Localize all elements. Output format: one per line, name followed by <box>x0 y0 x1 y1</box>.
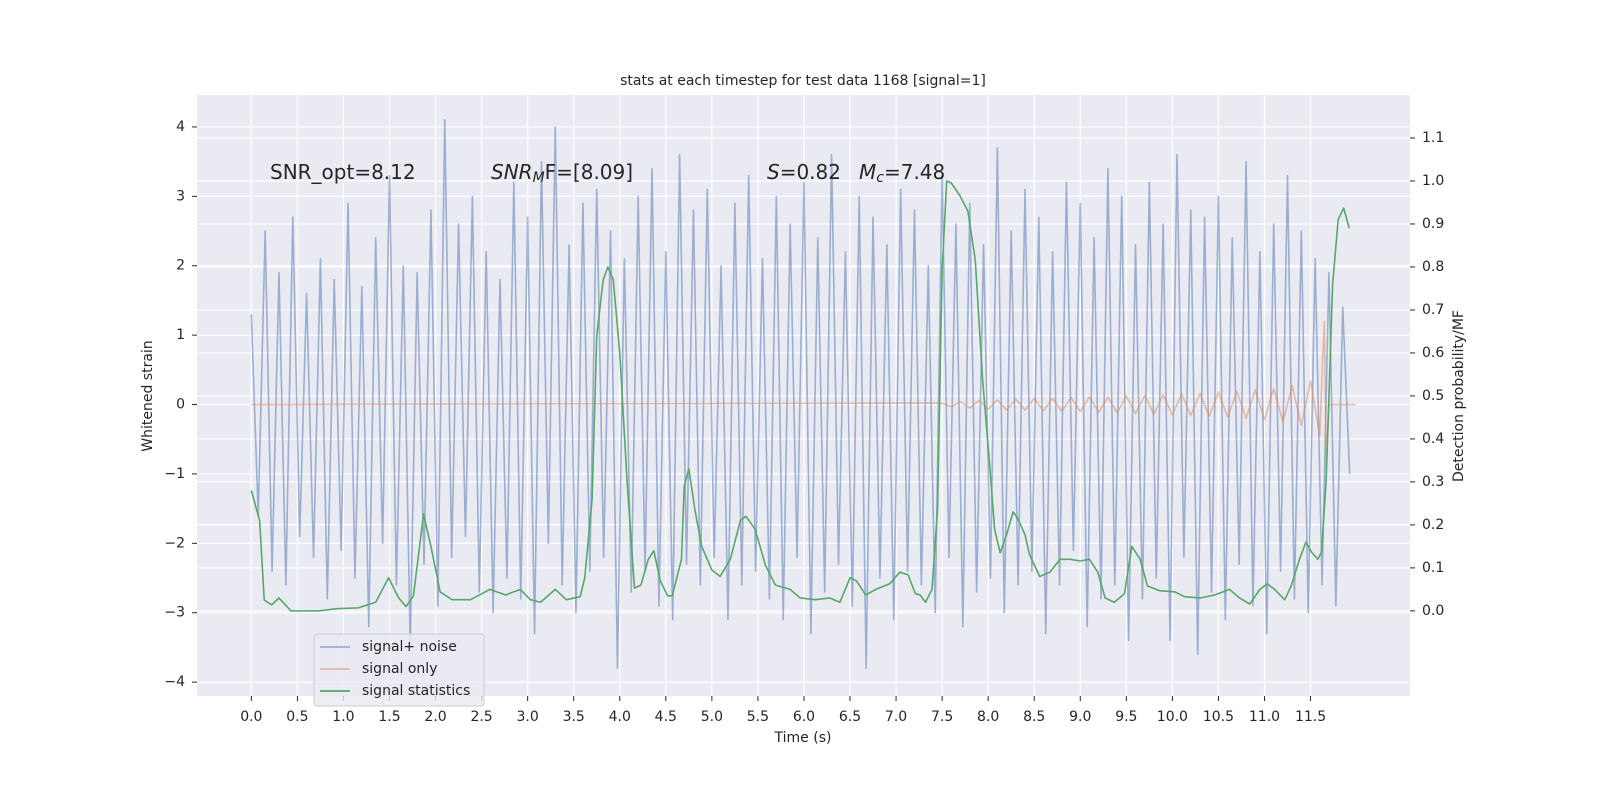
y2-tick-label: 0.1 <box>1422 560 1444 576</box>
annotation: SNR_opt=8.12 <box>270 160 416 184</box>
y2-tick-label: 1.1 <box>1422 130 1444 146</box>
y-tick-label: 4 <box>176 119 185 135</box>
x-tick-label: 2.0 <box>424 709 446 725</box>
x-tick-label: 3.5 <box>563 709 585 725</box>
annotation-text: =0.82 <box>780 160 841 184</box>
x-tick-label: 9.0 <box>1069 709 1091 725</box>
x-tick-label: 4.5 <box>655 709 677 725</box>
x-tick-label: 3.0 <box>517 709 539 725</box>
y2-tick-label: 0.0 <box>1422 603 1444 619</box>
y2-tick-label: 0.3 <box>1422 474 1444 490</box>
y-tick-label: −2 <box>164 535 185 551</box>
y2-tick-label: 0.9 <box>1422 216 1444 232</box>
legend-box <box>313 633 485 707</box>
x-tick-label: 11.5 <box>1295 709 1326 725</box>
x-tick-label: 8.0 <box>977 709 999 725</box>
annotation: SNRMF=[8.09] <box>491 160 633 187</box>
annotation-text: F=[8.09] <box>545 160 633 184</box>
annotation-text: M <box>859 160 876 184</box>
y2-axis-label: Detection probability/MF <box>1451 310 1467 482</box>
y-tick-label: −3 <box>164 605 185 621</box>
y2-tick-label: 0.4 <box>1422 431 1444 447</box>
y-tick-label: 0 <box>176 397 185 413</box>
x-tick-label: 4.0 <box>609 709 631 725</box>
y-tick-label: 2 <box>176 258 185 274</box>
y-tick-label: 1 <box>176 327 185 343</box>
series-line <box>251 320 1356 468</box>
y-tick-label: −4 <box>164 674 185 690</box>
y2-tick-label: 1.0 <box>1422 173 1444 189</box>
x-tick-label: 6.0 <box>793 709 815 725</box>
x-tick-label: 10.0 <box>1157 709 1188 725</box>
chart-title: stats at each timestep for test data 116… <box>620 73 986 89</box>
x-tick-label: 8.5 <box>1023 709 1045 725</box>
legend-label: signal statistics <box>362 683 470 699</box>
annotation-subscript: M <box>533 170 545 186</box>
x-tick-label: 0.5 <box>286 709 308 725</box>
annotation-text: SNR <box>491 160 533 184</box>
y2-tick-label: 0.6 <box>1422 345 1444 361</box>
x-tick-label: 10.5 <box>1203 709 1234 725</box>
y2-tick-label: 0.8 <box>1422 259 1444 275</box>
y-tick-label: −1 <box>164 466 185 482</box>
x-tick-label: 5.5 <box>747 709 769 725</box>
x-tick-label: 1.0 <box>332 709 354 725</box>
annotation-text: =7.48 <box>884 160 945 184</box>
x-tick-label: 5.0 <box>701 709 723 725</box>
x-tick-label: 9.5 <box>1115 709 1137 725</box>
x-tick-label: 0.0 <box>240 709 262 725</box>
x-tick-label: 2.5 <box>470 709 492 725</box>
x-tick-label: 7.0 <box>885 709 907 725</box>
y-tick-label: 3 <box>176 188 185 204</box>
legend: signal+ noise signal only signal statistic… <box>313 633 485 707</box>
series-line <box>250 119 1351 670</box>
x-tick-label: 11.0 <box>1249 709 1280 725</box>
x-tick-label: 1.5 <box>378 709 400 725</box>
x-tick-label: 6.5 <box>839 709 861 725</box>
annotation-text: SNR_opt=8.12 <box>270 160 416 184</box>
y2-tick-label: 0.5 <box>1422 388 1444 404</box>
x-axis-label: Time (s) <box>774 730 832 746</box>
annotation: Mc=7.48 <box>859 160 945 187</box>
annotation-text: S <box>767 160 780 184</box>
x-tick-label: 7.5 <box>931 709 953 725</box>
annotation-subscript: c <box>876 170 884 186</box>
y-axis-label: Whitened strain <box>140 340 156 451</box>
y2-tick-label: 0.7 <box>1422 302 1444 318</box>
annotation: S=0.82 <box>767 160 841 184</box>
y2-tick-label: 0.2 <box>1422 517 1444 533</box>
grid <box>197 95 1410 696</box>
legend-label: signal+ noise <box>362 639 457 655</box>
series-line <box>250 180 1350 612</box>
legend-label: signal only <box>362 661 437 677</box>
